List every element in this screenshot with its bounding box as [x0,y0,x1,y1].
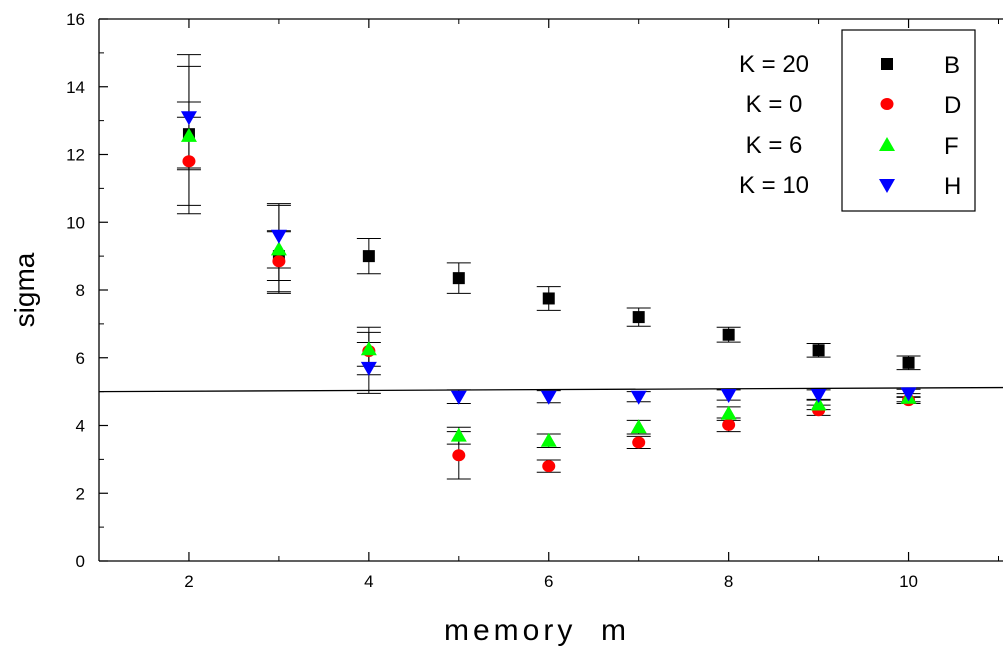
legend-label: F [944,133,959,160]
y-tick-label: 6 [76,349,85,368]
x-tick-label: 6 [544,572,553,591]
data-point-h [360,361,377,376]
x-axis-title: memory m [444,614,630,647]
data-point-d [452,449,466,462]
data-point-f [540,432,557,447]
y-tick-label: 10 [66,213,85,232]
data-point-f [270,241,287,256]
data-point-d [632,436,646,449]
y-tick-label: 12 [66,146,85,165]
legend-label: H [944,173,961,200]
data-point-h [180,111,197,126]
legend-marker-b [881,58,893,70]
data-point-b [812,344,825,357]
legend-box [841,29,976,212]
data-point-b [632,311,645,324]
y-tick-label: 8 [76,281,85,300]
error-bars [176,54,921,480]
data-point-f [720,405,737,420]
axis-ticks: 0 2 4 6 8 10 12 14 16 2 4 6 8 10 [66,10,1000,591]
legend-marker-d [880,98,894,110]
legend-label: D [944,92,961,119]
data-point-h [810,389,827,404]
y-tick-label: 4 [76,417,85,436]
data-point-h [900,387,917,402]
x-tick-label: 4 [364,572,373,591]
y-tick-label: 14 [66,78,85,97]
k-annotation: K = 20 [739,51,809,78]
data-point-f [450,427,467,442]
data-point-f [810,396,827,411]
k-annotations: K = 20 K = 0 K = 6 K = 10 [739,51,809,199]
data-point-h [540,390,557,405]
legend-marker-h [879,179,895,193]
k-annotation: K = 10 [739,172,809,199]
k-annotation: K = 6 [746,132,803,159]
data-point-b [362,250,375,263]
data-point-h [450,390,467,405]
data-point-b [722,328,735,341]
legend-marker-f [879,137,895,151]
data-point-f [360,341,377,356]
y-tick-label: 16 [66,10,85,29]
data-points [180,111,917,473]
y-tick-label: 0 [76,552,85,571]
data-point-f [180,127,197,142]
data-point-b [452,272,465,285]
data-point-f [630,419,647,434]
data-point-h [270,229,287,244]
k-annotation: K = 0 [746,91,803,118]
data-point-d [272,255,286,268]
data-point-b [902,356,915,369]
x-tick-label: 8 [724,572,733,591]
data-point-b [542,292,555,305]
data-point-d [722,418,736,431]
x-tick-label: 2 [184,572,193,591]
y-tick-label: 2 [76,484,85,503]
reference-line-layer [98,386,1003,393]
data-point-d [182,155,196,168]
y-axis-title: sigma [9,252,40,327]
x-tick-label: 10 [899,572,918,591]
legend-label: B [944,52,960,79]
data-point-h [630,390,647,405]
data-point-h [720,389,737,404]
reference-line [98,386,1003,393]
data-point-d [542,460,556,473]
